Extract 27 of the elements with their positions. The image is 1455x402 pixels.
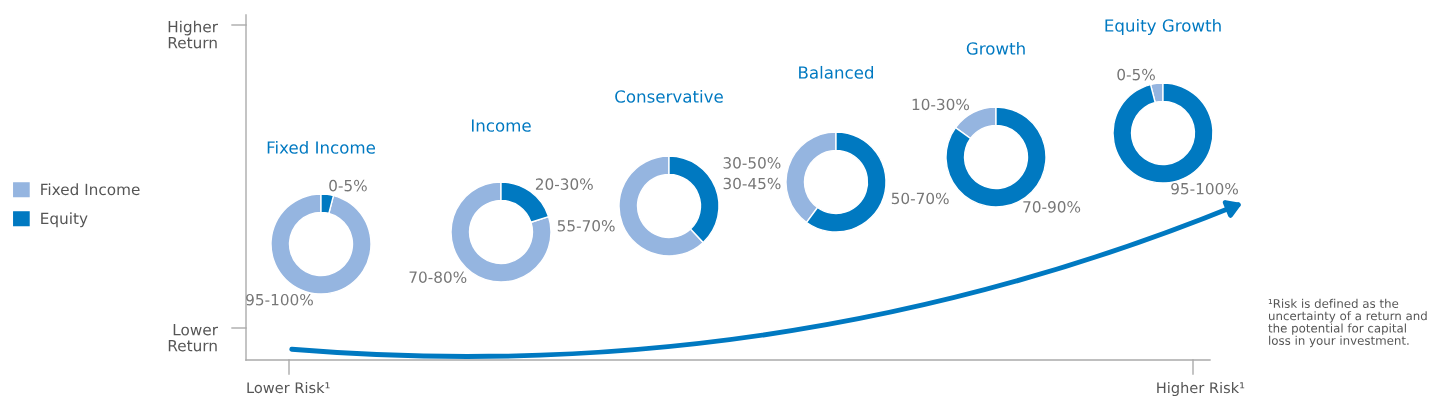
chart-title: Fixed Income — [267, 140, 376, 154]
text: 95-100% — [246, 293, 313, 306]
chart-title: Growth — [966, 41, 1025, 55]
text: 30-50% — [723, 157, 781, 169]
chart-title: Equity Growth — [1105, 18, 1221, 36]
text: Lower Risk¹ — [247, 381, 330, 394]
text: 70-80% — [409, 271, 467, 283]
text: 20-30% — [535, 178, 593, 190]
chart-title: Income — [471, 119, 531, 132]
text: Higher Risk¹ — [1157, 381, 1245, 397]
text: 10-30% — [912, 98, 970, 111]
text: 30-45% — [723, 177, 781, 190]
text: 0-5% — [1117, 68, 1155, 81]
chart-title: Conservative — [615, 89, 723, 103]
text: 55-70% — [557, 220, 615, 232]
text: 95-100% — [1171, 182, 1238, 195]
text: Higher Return — [168, 20, 218, 49]
text: 70-90% — [1023, 201, 1081, 213]
donut-slice — [270, 193, 372, 295]
donut-slice — [1112, 82, 1214, 184]
text: ¹Risk is defined as the uncertainty of a return and the potential for capital loss in your investment. — [1268, 298, 1427, 348]
text: 0-5% — [329, 179, 367, 192]
chart-title: Balanced — [799, 65, 874, 79]
legend-label: Fixed Income — [41, 183, 140, 196]
text: Lower Return — [168, 324, 218, 352]
legend-label: Equity — [41, 212, 88, 228]
text: 50-70% — [891, 192, 949, 205]
